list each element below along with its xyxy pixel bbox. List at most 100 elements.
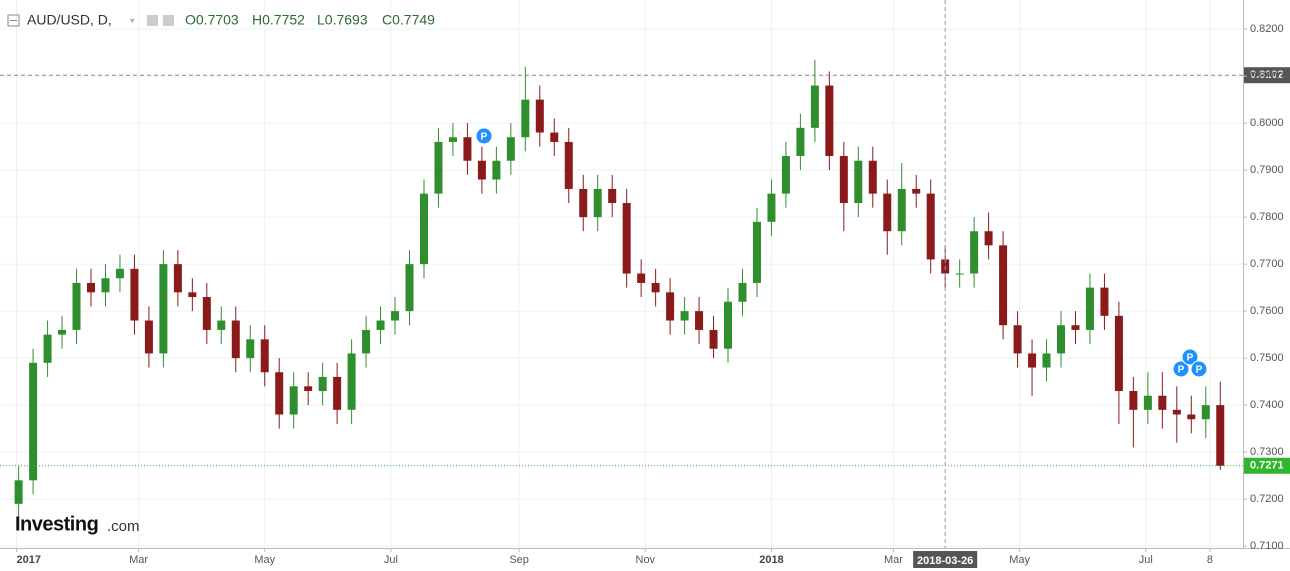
candle-body	[173, 264, 182, 293]
candle-body	[1201, 405, 1210, 420]
y-tick-label: 0.7500	[1250, 352, 1284, 364]
y-tick-label: 0.8100	[1250, 70, 1284, 82]
candle-body	[58, 329, 67, 335]
candle-body	[376, 320, 385, 330]
y-tick-label: 0.7200	[1250, 493, 1284, 505]
candle-body	[217, 320, 226, 330]
candle-body	[362, 329, 371, 354]
collapse-icon[interactable]	[7, 14, 20, 27]
event-marker-label: P	[481, 132, 488, 143]
candle-body	[796, 127, 805, 157]
candle-body	[999, 245, 1008, 326]
y-tick-label: 0.7700	[1250, 258, 1284, 270]
candle-body	[87, 282, 96, 293]
event-marker[interactable]	[1172, 360, 1190, 378]
settings-icon[interactable]	[163, 15, 174, 26]
candle-body	[1143, 395, 1152, 410]
settings-icon[interactable]	[147, 15, 158, 26]
candle-body	[564, 141, 573, 189]
crosshair-label: 2018-03-26	[917, 555, 973, 567]
candle-body	[926, 193, 935, 260]
candle-body	[825, 85, 834, 157]
candle-body	[535, 99, 544, 133]
candle-body	[550, 132, 559, 142]
candle-body	[854, 160, 863, 204]
candle-body	[231, 320, 240, 359]
candle-body	[912, 188, 921, 194]
candle-body	[709, 329, 718, 349]
candle-body	[839, 156, 848, 204]
event-marker[interactable]	[475, 127, 493, 145]
x-tick-label: Mar	[129, 554, 148, 566]
candle-body	[333, 376, 342, 410]
candle-body	[724, 301, 733, 349]
ohlc-close: C0.7749	[382, 12, 435, 28]
candle-body	[1071, 325, 1080, 330]
candle-body	[159, 264, 168, 354]
candle-body	[1158, 395, 1167, 410]
x-tick-label: 8	[1207, 554, 1213, 566]
candle-body	[622, 203, 631, 274]
event-marker-label: P	[1178, 365, 1185, 376]
candle-body	[637, 273, 646, 283]
dropdown-arrow[interactable]: ▾	[130, 15, 135, 25]
event-marker[interactable]	[1181, 348, 1199, 366]
last-price-label-bg	[1244, 457, 1290, 474]
candle-body	[1100, 287, 1109, 316]
y-tick-label: 0.7300	[1250, 446, 1284, 458]
x-tick-label: 2018	[759, 554, 783, 566]
candles	[14, 59, 1225, 518]
candle-body	[405, 264, 414, 312]
candle-body	[984, 231, 993, 246]
candle-body	[738, 282, 747, 302]
candle-body	[695, 311, 704, 330]
candle-body	[897, 188, 906, 232]
candle-body	[608, 188, 617, 204]
candle-body	[506, 137, 515, 161]
candle-body	[1042, 353, 1051, 368]
y-tick-label: 0.7900	[1250, 164, 1284, 176]
y-tick-label: 0.7600	[1250, 305, 1284, 317]
ohlc-low: L0.7693	[317, 12, 368, 28]
candle-body	[115, 268, 124, 279]
candle-body	[463, 137, 472, 161]
x-tick-label: Mar	[884, 554, 903, 566]
x-tick-label: May	[1009, 554, 1030, 566]
x-tick-label: May	[254, 554, 275, 566]
candle-body	[275, 372, 284, 415]
ohlc-open: O0.7703	[185, 12, 239, 28]
candle-body	[260, 339, 269, 373]
candle-body	[666, 292, 675, 321]
ohlc-high: H0.7752	[252, 12, 305, 28]
candle-body	[883, 193, 892, 232]
candle-body	[391, 311, 400, 321]
x-tick-label: Sep	[509, 554, 529, 566]
candle-body	[318, 376, 327, 392]
candle-body	[289, 386, 298, 415]
symbol: AUD/USD, D,	[27, 12, 112, 28]
candle-body	[14, 480, 23, 504]
candle-body	[593, 188, 602, 218]
candle-body	[130, 268, 139, 321]
x-tick-label: Jul	[384, 554, 398, 566]
candle-body	[448, 137, 457, 142]
candle-body	[1187, 414, 1196, 420]
y-tick-label: 0.8000	[1250, 117, 1284, 129]
candle-body	[752, 221, 761, 283]
candle-body	[202, 297, 211, 330]
y-tick-label: 0.7800	[1250, 211, 1284, 223]
candle-body	[72, 282, 81, 330]
event-marker[interactable]	[1190, 360, 1208, 378]
candle-body	[1013, 325, 1022, 354]
candle-body	[492, 160, 501, 180]
candle-body	[868, 160, 877, 194]
candle-body	[29, 362, 38, 481]
candle-body	[347, 353, 356, 410]
candle-body	[767, 193, 776, 222]
candle-body	[304, 386, 313, 392]
candle-body	[781, 156, 790, 194]
candle-body	[101, 278, 110, 293]
candle-body	[1172, 409, 1181, 415]
